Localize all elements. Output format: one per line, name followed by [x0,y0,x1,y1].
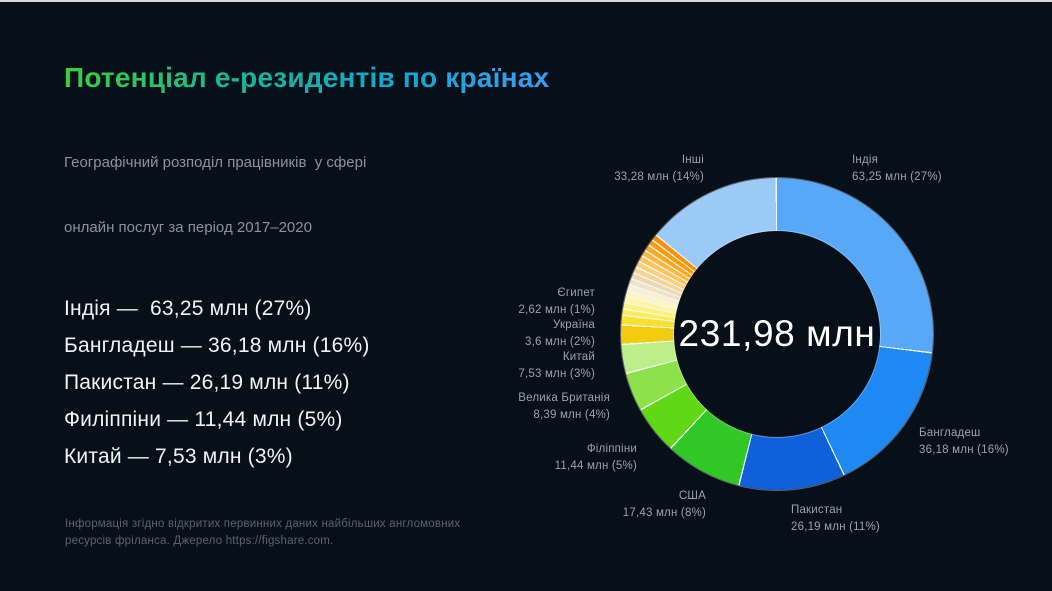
slice-label-ukraine-value: 3,6 млн (2%) [524,335,595,348]
slice-label-ukraine: Україна 3,6 млн (2%) [525,317,595,350]
slice-label-china: Китай 7,53 млн (3%) [518,349,595,382]
slice-label-bangladesh-value: 36,18 млн (16%) [919,443,1009,456]
subtitle-line-1: Географічний розподіл працівників у сфер… [64,153,367,171]
source-note-line-1: Інформація згідно відкритих первинних да… [65,518,461,530]
source-note: Інформація згідно відкритих первинних да… [65,516,460,551]
source-note-line-2: ресурсів фріланса. Джерело https://figsh… [65,535,334,548]
slice-label-bangladesh: Бангладеш 36,18 млн (16%) [919,425,1009,458]
slice-label-others-value: 33,28 млн (14%) [614,170,704,183]
slice-label-india-value: 63,25 млн (27%) [852,170,942,183]
list-item-pakistan: Пакистан — 26,19 млн (11%) [64,371,350,394]
slice-label-philippines-name: Філіппіни [586,443,637,455]
donut-chart: 231,98 млн [621,178,933,490]
slice-label-china-name: Китай [562,351,595,363]
slice-label-pakistan: Пакистан 26,19 млн (11%) [791,502,880,535]
slice-label-bangladesh-name: Бангладеш [919,427,981,439]
slice-label-india: Індія 63,25 млн (27%) [852,152,942,185]
top-border-line [0,0,1052,2]
list-item-india: Індія — 63,25 млн (27%) [64,297,312,320]
slice-label-philippines: Філіппіни 11,44 млн (5%) [555,441,637,474]
list-item-bangladesh: Бангладеш — 36,18 млн (16%) [64,334,370,357]
slice-label-others-name: Інші [681,154,704,166]
slice-label-uk-value: 8,39 млн (4%) [533,408,610,421]
slice-label-egypt: Єгипет 2,62 млн (1%) [518,285,595,318]
country-summary-list: Індія — 63,25 млн (27%) Бангладеш — 36,1… [64,297,370,482]
slice-label-pakistan-name: Пакистан [791,504,843,516]
subtitle-line-2: онлайн послуг за період 2017–2020 [64,218,312,236]
slice-label-ukraine-name: Україна [553,319,595,331]
slice-label-pakistan-value: 26,19 млн (11%) [791,520,880,533]
page-title: Потенціал е-резидентів по країнах [64,62,550,93]
donut-total-label: 231,98 млн [678,313,876,354]
slice-label-others: Інші 33,28 млн (14%) [614,152,704,185]
slice-label-india-name: Індія [852,154,879,166]
donut-hole [674,231,880,437]
slice-label-uk-name: Велика Британія [518,392,610,404]
slice-label-egypt-value: 2,62 млн (1%) [518,303,595,316]
slice-label-china-value: 7,53 млн (3%) [518,367,595,380]
slice-label-usa-value: 17,43 млн (8%) [622,506,706,519]
slice-label-uk: Велика Британія 8,39 млн (4%) [518,390,610,423]
slice-label-philippines-value: 11,44 млн (5%) [554,459,637,472]
list-item-china: Китай — 7,53 млн (3%) [64,445,293,468]
slice-label-usa: США 17,43 млн (8%) [623,488,706,521]
list-item-philippines: Филіппіни — 11,44 млн (5%) [64,408,343,431]
slice-label-egypt-name: Єгипет [557,287,595,299]
slice-label-usa-name: США [678,490,706,502]
page-subtitle: Географічний розподіл працівників у сфер… [64,108,366,282]
